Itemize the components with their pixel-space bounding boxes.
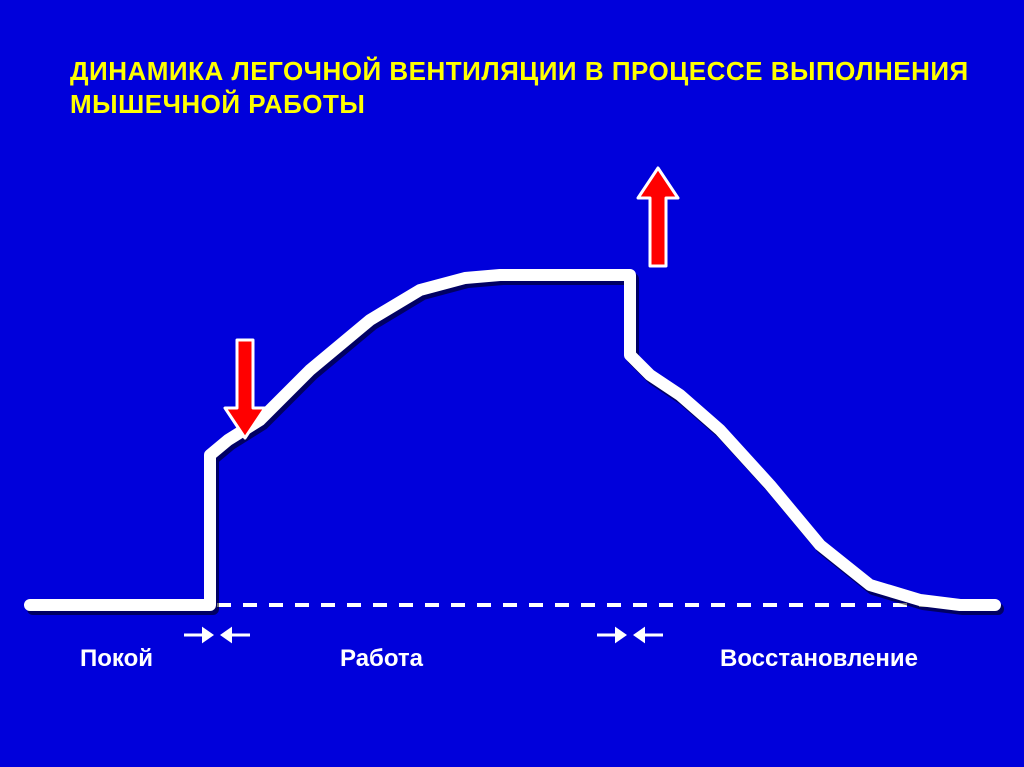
peak-arrow bbox=[638, 168, 678, 266]
phase-tick-0-left bbox=[202, 627, 214, 644]
curve-shadow bbox=[33, 279, 998, 609]
phase-tick-0-right bbox=[220, 627, 232, 644]
phase-tick-1-left bbox=[615, 627, 627, 644]
phase-tick-1-right bbox=[633, 627, 645, 644]
phase-label-rest: Покой bbox=[80, 645, 153, 673]
diagram-canvas: ДИНАМИКА ЛЕГОЧНОЙ ВЕНТИЛЯЦИИ В ПРОЦЕССЕ … bbox=[0, 0, 1024, 767]
phase-label-recovery: Восстановление bbox=[720, 645, 918, 673]
ventilation-curve bbox=[30, 275, 995, 605]
phase-label-work: Работа bbox=[340, 645, 423, 673]
